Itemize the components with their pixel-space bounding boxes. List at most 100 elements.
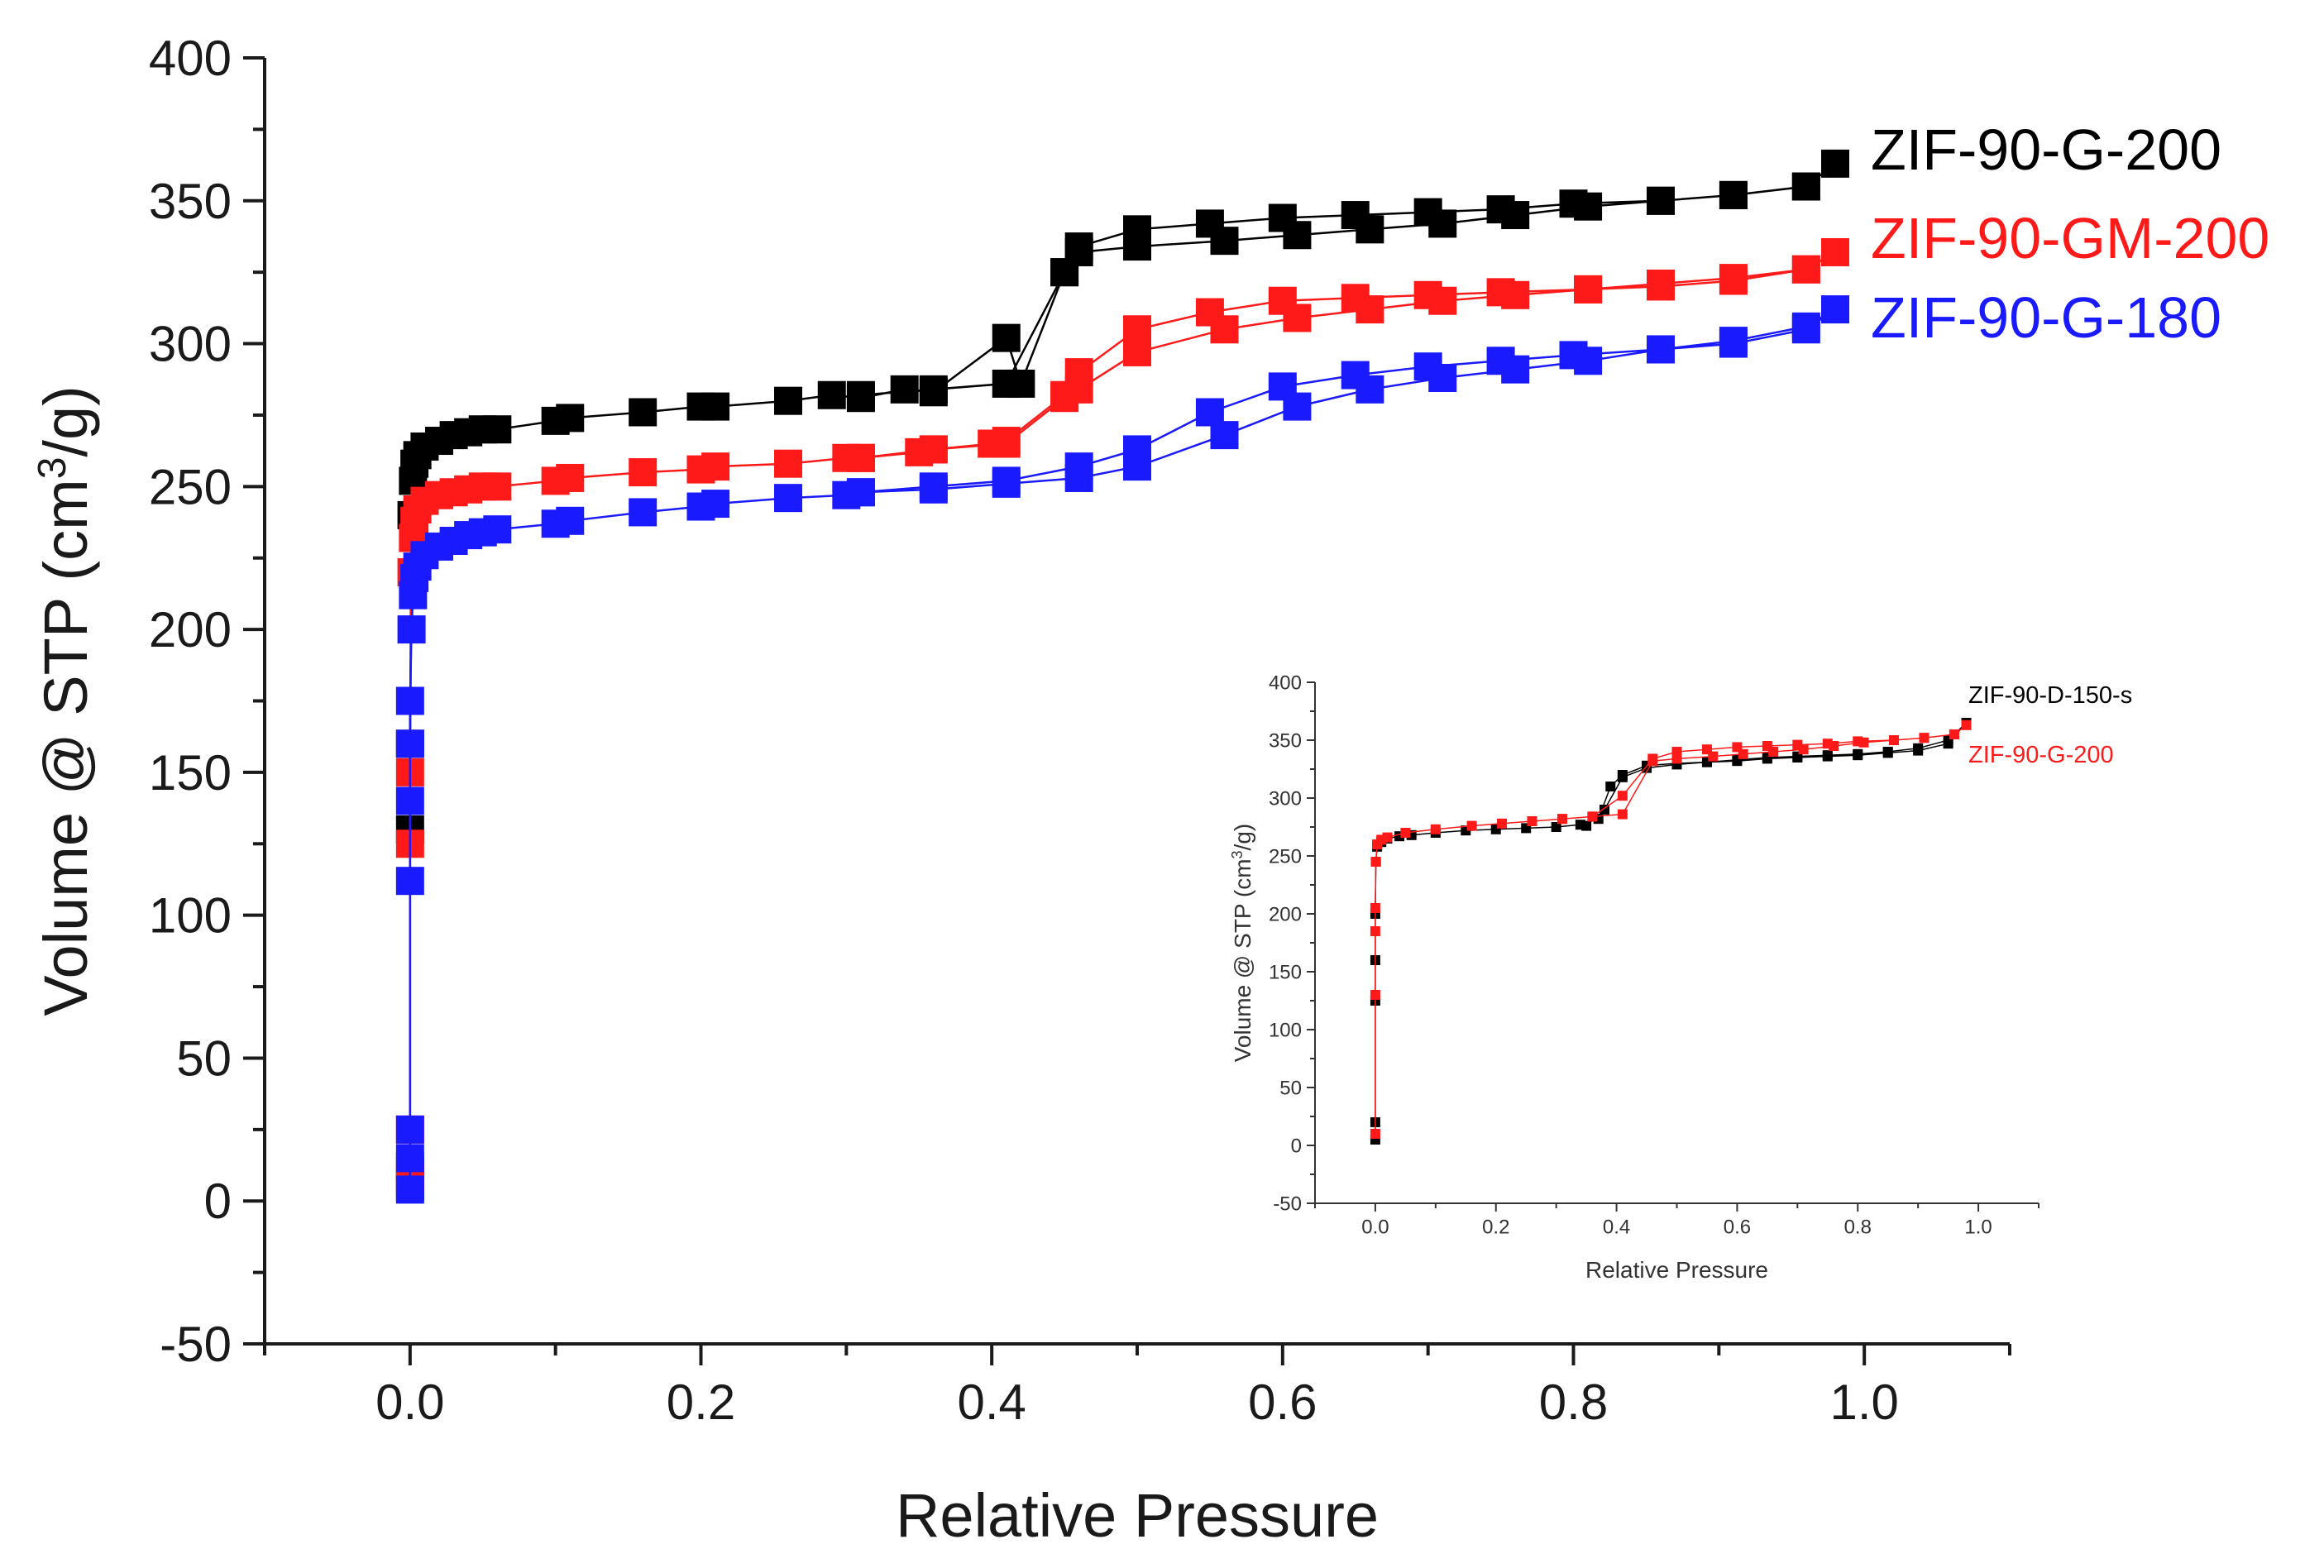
main-x-tick-label: 0.4 — [957, 1374, 1026, 1430]
inset-x-tick-label: 0.2 — [1482, 1216, 1509, 1238]
main-data-point — [890, 375, 919, 404]
inset-data-point — [1919, 733, 1929, 743]
inset-data-point — [1557, 814, 1567, 825]
inset-data-point — [1858, 737, 1869, 748]
inset-chart: -50 0 50 100 150 200 250 300 350 400 0.0 0.2 0.4 0.6 0… — [1229, 672, 2132, 1283]
main-data-point — [397, 615, 426, 644]
inset-x-axis-title: Relative Pressure — [1585, 1257, 1768, 1283]
inset-data-point — [1370, 990, 1380, 1000]
main-data-point — [395, 686, 424, 715]
main-data-point — [1123, 452, 1151, 481]
main-data-point — [1210, 315, 1239, 344]
inset-data-point — [1829, 741, 1839, 751]
main-data-point — [992, 369, 1021, 398]
inset-y-axis-title: Volume @ STP (cm3/g) — [1229, 824, 1255, 1062]
main-data-point — [1428, 209, 1457, 238]
main-data-point — [629, 498, 658, 527]
inset-y-axis-title-sup: 3 — [1229, 850, 1246, 858]
main-data-point — [1428, 286, 1457, 315]
inset-data-point — [1587, 811, 1598, 822]
main-y-tick-label: 100 — [149, 888, 232, 944]
main-data-point — [483, 415, 512, 444]
inset-x-tick-label: 0.8 — [1844, 1216, 1872, 1238]
inset-data-point — [1961, 719, 1972, 730]
main-data-point — [846, 443, 875, 472]
inset-y-tick-label: 300 — [1269, 787, 1302, 810]
main-data-point — [1283, 221, 1312, 250]
inset-data-point — [1708, 751, 1719, 762]
main-data-point — [556, 506, 585, 535]
main-data-point — [1574, 275, 1603, 304]
main-data-point — [1356, 215, 1384, 244]
inset-y-tick-label: 350 — [1269, 729, 1302, 752]
main-data-point — [1050, 384, 1079, 413]
main-y-axis-title-post: /g) — [31, 385, 100, 457]
main-data-point — [701, 452, 730, 481]
main-data-point — [1501, 280, 1530, 309]
main-data-point — [1574, 347, 1603, 375]
main-data-point — [1821, 149, 1849, 178]
inset-data-point — [1617, 809, 1628, 820]
main-data-point — [1501, 355, 1530, 384]
main-data-point — [629, 458, 658, 487]
main-series-zif-90-g-200 — [395, 149, 1849, 1201]
inset-data-point — [1370, 1129, 1380, 1139]
main-data-point — [1791, 312, 1820, 341]
inset-y-axis-title-post: /g) — [1230, 824, 1255, 851]
main-y-tick-label: 150 — [149, 745, 232, 801]
main-data-point — [1283, 392, 1312, 421]
inset-data-point — [1581, 820, 1592, 831]
main-series-zif-90-g-180 — [395, 295, 1849, 1204]
main-data-point — [846, 478, 875, 507]
inset-data-point — [1822, 750, 1833, 761]
main-data-point — [1123, 337, 1151, 366]
main-data-point — [1356, 375, 1384, 404]
inset-y-tick-label: 150 — [1269, 961, 1302, 983]
main-data-point — [919, 375, 948, 404]
inset-data-point — [1768, 747, 1779, 757]
main-data-point — [774, 386, 802, 415]
main-data-point — [992, 469, 1021, 498]
inset-x-tick-label: 0.4 — [1603, 1216, 1630, 1238]
inset-data-point — [1671, 753, 1682, 764]
inset-data-point — [1853, 748, 1863, 759]
main-data-point — [774, 484, 802, 513]
inset-y-tick-label: 100 — [1269, 1019, 1302, 1041]
main-data-point — [1791, 255, 1820, 284]
main-data-point — [1719, 180, 1748, 209]
main-y-axis-title-pre: Volume @ STP (cm — [31, 479, 100, 1016]
inset-x-tick-label: 1.0 — [1964, 1216, 1992, 1238]
inset-data-point — [1617, 772, 1628, 782]
inset-data-point — [1466, 820, 1477, 831]
inset-data-point — [1430, 824, 1441, 834]
main-data-point — [1647, 186, 1675, 215]
main-x-tick-label: 0.2 — [667, 1374, 735, 1430]
main-y-tick-label: 350 — [149, 174, 232, 229]
inset-y-tick-label: 400 — [1269, 672, 1302, 694]
main-data-point — [992, 429, 1021, 458]
main-data-point — [774, 449, 802, 478]
inset-data-point — [1370, 857, 1381, 867]
inset-axis-ticks: -50 0 50 100 150 200 250 300 350 400 0.0 0.2 0.4 0.6 0… — [1269, 672, 2039, 1238]
main-y-tick-label: 0 — [204, 1174, 232, 1229]
inset-data-point — [1949, 729, 1959, 739]
main-data-point — [701, 392, 730, 421]
inset-data-point — [1889, 735, 1899, 745]
inset-legend-zif-90-d-150-s: ZIF-90-D-150-s — [1968, 682, 2132, 709]
main-series-layer — [395, 149, 1849, 1204]
inset-data-point — [1370, 903, 1380, 913]
inset-x-tick-label: 0.6 — [1724, 1216, 1751, 1238]
main-y-tick-label: 50 — [176, 1030, 232, 1086]
inset-y-axis-title-pre: Volume @ STP (cm — [1230, 858, 1255, 1062]
main-x-tick-label: 1.0 — [1829, 1374, 1898, 1430]
main-data-point — [395, 1144, 424, 1173]
main-data-point — [1791, 172, 1820, 201]
inset-data-point — [1370, 926, 1380, 936]
main-data-point — [919, 435, 948, 464]
main-data-point — [1356, 295, 1384, 324]
main-data-point — [1647, 335, 1675, 364]
main-data-point — [395, 1175, 424, 1204]
